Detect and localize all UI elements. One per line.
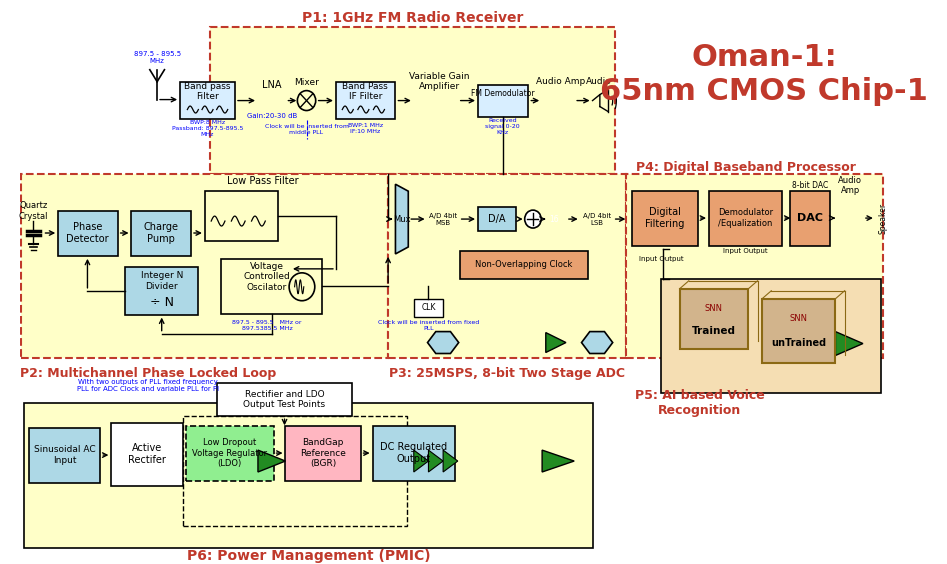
Polygon shape — [545, 333, 566, 352]
Text: Charge
Pump: Charge Pump — [143, 222, 178, 244]
Bar — [205, 191, 278, 241]
Bar — [22, 174, 388, 359]
Text: Quartz
Crystal: Quartz Crystal — [19, 201, 48, 221]
Bar — [25, 403, 593, 548]
Bar — [112, 423, 183, 486]
Text: Trained: Trained — [691, 325, 736, 336]
Bar — [217, 384, 352, 416]
Text: Audio: Audio — [586, 77, 612, 86]
Text: D/A: D/A — [489, 214, 506, 224]
Text: Speaker: Speaker — [879, 202, 887, 233]
Circle shape — [525, 210, 541, 228]
Text: CLK: CLK — [421, 303, 436, 312]
Text: SNN: SNN — [705, 304, 723, 313]
Bar — [762, 299, 835, 363]
Text: Clock will be inserted from fixed
PLL: Clock will be inserted from fixed PLL — [378, 320, 479, 331]
Text: Non-Overlapping Clock: Non-Overlapping Clock — [475, 261, 573, 270]
Bar — [680, 289, 748, 349]
Text: Low Pass Filter: Low Pass Filter — [226, 176, 298, 186]
Text: Band Pass
IF Filter: Band Pass IF Filter — [342, 82, 388, 102]
Text: 16: 16 — [549, 214, 559, 223]
Text: Digital
Filtering: Digital Filtering — [645, 208, 685, 229]
Bar — [58, 211, 117, 256]
Bar — [709, 191, 782, 246]
Text: P2: Multichannel Phase Locked Loop: P2: Multichannel Phase Locked Loop — [20, 367, 277, 380]
Bar — [132, 211, 191, 256]
Text: FM Demodulator: FM Demodulator — [471, 89, 534, 98]
Text: LNA: LNA — [262, 80, 281, 90]
Bar — [414, 299, 443, 316]
Bar — [187, 426, 274, 481]
Text: Integer N
Divider: Integer N Divider — [140, 271, 183, 290]
Bar — [336, 82, 396, 120]
Text: With two outputs of PLL fixed frequency
PLL for ADC Clock and variable PLL for P: With two outputs of PLL fixed frequency … — [77, 379, 219, 392]
Text: DAC: DAC — [796, 213, 823, 223]
Polygon shape — [443, 450, 457, 472]
Bar — [28, 428, 100, 483]
Circle shape — [289, 273, 314, 301]
Text: Rectifier and LDO
Output Test Points: Rectifier and LDO Output Test Points — [243, 390, 326, 409]
Text: A/D 4bit
LSB: A/D 4bit LSB — [583, 213, 611, 226]
Bar — [661, 279, 882, 393]
Text: P1: 1GHz FM Radio Receiver: P1: 1GHz FM Radio Receiver — [302, 11, 524, 25]
Text: BWP:1 MHz
IF:10 MHz: BWP:1 MHz IF:10 MHz — [348, 123, 383, 134]
Text: ÷ N: ÷ N — [150, 296, 173, 309]
Text: Active
Rectifer: Active Rectifer — [128, 443, 166, 465]
Text: P5: AI based Voice
Recognition: P5: AI based Voice Recognition — [634, 389, 764, 417]
Bar — [478, 207, 516, 231]
Text: Audio
Amp: Audio Amp — [838, 175, 862, 195]
Text: BWP:8 MHz
Passband: 897.5-895.5
MHz: BWP:8 MHz Passband: 897.5-895.5 MHz — [171, 120, 243, 136]
Bar — [222, 259, 322, 314]
Text: Mixer: Mixer — [295, 78, 319, 87]
Text: P6: Power Management (PMIC): P6: Power Management (PMIC) — [187, 549, 430, 563]
Text: Phase
Detector: Phase Detector — [66, 222, 109, 244]
Polygon shape — [581, 332, 613, 354]
Text: Variable Gain
Amplifier: Variable Gain Amplifier — [409, 72, 470, 91]
Text: BandGap
Reference
(BGR): BandGap Reference (BGR) — [300, 438, 346, 468]
Bar — [632, 191, 698, 246]
Text: A/D 4bit
MSB: A/D 4bit MSB — [429, 213, 457, 226]
Text: P3: 25MSPS, 8-bit Two Stage ADC: P3: 25MSPS, 8-bit Two Stage ADC — [389, 367, 625, 380]
Text: 8-bit DAC: 8-bit DAC — [792, 180, 828, 190]
Bar — [372, 426, 455, 481]
Text: Band pass
Filter: Band pass Filter — [185, 82, 231, 102]
Text: Low Dropout
Voltage Regulator
(LDO): Low Dropout Voltage Regulator (LDO) — [192, 438, 267, 468]
Text: Audio Amp: Audio Amp — [536, 77, 585, 86]
Bar — [125, 267, 198, 315]
Text: unTrained: unTrained — [771, 337, 827, 347]
Bar — [180, 82, 235, 120]
Circle shape — [297, 91, 315, 111]
Bar — [285, 426, 361, 481]
Polygon shape — [428, 450, 443, 472]
Text: Voltage
Controlled
Oscilator: Voltage Controlled Oscilator — [243, 262, 291, 292]
Polygon shape — [835, 332, 863, 355]
Text: DC Regulated
Output: DC Regulated Output — [380, 442, 447, 464]
Bar — [210, 27, 616, 174]
Text: Mux: Mux — [393, 214, 411, 223]
Text: Clock will be inserted from
middle PLL: Clock will be inserted from middle PLL — [264, 124, 348, 135]
Text: SNN: SNN — [790, 314, 808, 323]
Text: Input Output: Input Output — [724, 248, 768, 254]
Text: 897.5 - 895.5
MHz: 897.5 - 895.5 MHz — [134, 51, 181, 64]
Bar — [183, 416, 407, 526]
Text: Sinusoidal AC
Input: Sinusoidal AC Input — [34, 446, 96, 465]
Text: Oman-1:
65nm CMOS Chip-1: Oman-1: 65nm CMOS Chip-1 — [600, 43, 928, 106]
Polygon shape — [427, 332, 458, 354]
Polygon shape — [258, 450, 285, 472]
Bar — [627, 174, 884, 359]
Polygon shape — [542, 450, 574, 472]
Text: 897.5 - 895.5   MHz or
897.5385.5 MHz: 897.5 - 895.5 MHz or 897.5385.5 MHz — [232, 320, 302, 331]
Polygon shape — [396, 184, 408, 254]
Text: P4: Digital Baseband Processor: P4: Digital Baseband Processor — [635, 161, 855, 174]
Bar — [478, 85, 528, 117]
Polygon shape — [414, 450, 428, 472]
Bar — [459, 251, 588, 279]
Bar — [388, 174, 627, 359]
Text: Input Output: Input Output — [639, 256, 684, 262]
Bar — [790, 191, 830, 246]
Text: Gain:20-30 dB: Gain:20-30 dB — [246, 112, 296, 118]
Text: Demodulator
/Equalization: Demodulator /Equalization — [718, 208, 773, 228]
Text: Received
signal 0-20
KHz: Received signal 0-20 KHz — [486, 118, 520, 135]
